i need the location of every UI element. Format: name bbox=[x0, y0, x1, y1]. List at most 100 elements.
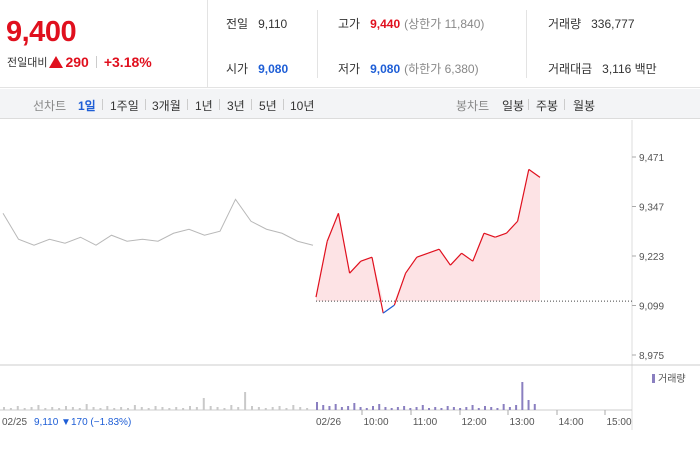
up-triangle-icon bbox=[49, 56, 64, 68]
tab-monthly-candle[interactable]: 월봉 bbox=[573, 99, 596, 113]
x-tick-label: 11:00 bbox=[413, 417, 438, 428]
stat-value: 9,110 bbox=[258, 17, 288, 31]
x-tick-label: 10:00 bbox=[363, 417, 388, 428]
volume-bar bbox=[278, 406, 281, 410]
stat-open: 시가 9,080 bbox=[226, 60, 288, 77]
lower-limit: (하한가 6,380) bbox=[404, 62, 479, 76]
stats-divider bbox=[526, 10, 527, 78]
volume-bar bbox=[415, 407, 418, 410]
stat-value: 3,116 백만 bbox=[602, 62, 657, 76]
tab-1day[interactable]: 1일 bbox=[78, 99, 96, 113]
volume-bar bbox=[496, 408, 499, 410]
change-value: 290 bbox=[65, 54, 89, 70]
tab-divider bbox=[145, 99, 146, 110]
volume-bar bbox=[58, 408, 61, 410]
tab-divider bbox=[219, 99, 220, 110]
upper-limit: (상한가 11,840) bbox=[404, 17, 485, 31]
line-chart-label: 선차트 bbox=[33, 99, 67, 113]
volume-bar bbox=[502, 404, 505, 410]
volume-bar bbox=[378, 404, 381, 410]
tab-divider bbox=[564, 99, 565, 110]
volume-bar bbox=[23, 408, 26, 410]
stat-label: 거래대금 bbox=[548, 62, 593, 76]
stat-prev-close: 전일 9,110 bbox=[226, 15, 287, 32]
volume-bar bbox=[292, 405, 295, 410]
volume-bar bbox=[78, 408, 81, 410]
volume-bar bbox=[257, 407, 260, 410]
y-tick-label: 9,099 bbox=[639, 302, 664, 313]
tab-weekly-candle[interactable]: 주봉 bbox=[536, 99, 559, 113]
volume-bar bbox=[428, 408, 430, 410]
today-area-fill bbox=[316, 169, 540, 302]
y-tick-label: 8,975 bbox=[639, 351, 664, 362]
prev-date-label: 02/25 bbox=[2, 417, 27, 428]
change-label: 전일대비 bbox=[7, 57, 48, 69]
volume-bar bbox=[251, 406, 253, 410]
today-line-segment bbox=[349, 260, 362, 274]
volume-pane: 거래량 bbox=[3, 373, 686, 410]
volume-bar bbox=[403, 406, 406, 410]
tab-1week[interactable]: 1주일 bbox=[110, 99, 139, 113]
stat-amount: 거래대금 3,116 백만 bbox=[548, 60, 657, 77]
volume-bar bbox=[465, 407, 468, 410]
current-price: 9,400 bbox=[6, 16, 77, 48]
volume-bar bbox=[37, 405, 40, 410]
stat-volume: 거래량 336,777 bbox=[548, 15, 635, 32]
volume-bar bbox=[533, 404, 536, 410]
today-line-segment bbox=[371, 257, 384, 314]
volume-bar bbox=[490, 407, 493, 410]
volume-bar bbox=[322, 405, 325, 410]
today-line-segment bbox=[505, 220, 519, 234]
volume-bar bbox=[306, 408, 309, 410]
volume-bar bbox=[359, 407, 362, 410]
x-axis: 02/25 9,110 ▼170 (−1.83%) 02/26 10:00 11:00 1… bbox=[2, 410, 632, 428]
tab-daily-candle[interactable]: 일봉 bbox=[502, 99, 525, 113]
volume-bar bbox=[285, 408, 288, 410]
stat-label: 전일 bbox=[226, 17, 249, 31]
volume-bar bbox=[434, 407, 437, 410]
price-chart[interactable]: 9,471 9,347 9,223 9,099 8,975 거래량 02/25 9,110… bbox=[0, 120, 700, 450]
volume-bar bbox=[440, 408, 443, 410]
volume-bar bbox=[230, 405, 233, 410]
volume-bar bbox=[154, 406, 157, 410]
tab-divider bbox=[102, 99, 103, 110]
volume-bar bbox=[127, 408, 129, 410]
today-line-segment bbox=[517, 169, 530, 222]
price-box: 9,400 전일대비 290 +3.18% bbox=[0, 0, 208, 88]
volume-bar bbox=[396, 407, 399, 410]
volume-bar bbox=[51, 407, 54, 410]
x-tick-label: 14:00 bbox=[558, 417, 583, 428]
tab-divider bbox=[283, 99, 284, 110]
volume-bar bbox=[264, 408, 267, 410]
volume-bar bbox=[390, 408, 393, 410]
volume-legend-swatch bbox=[652, 374, 655, 383]
tab-10year[interactable]: 10년 bbox=[290, 99, 315, 113]
volume-bar bbox=[175, 407, 178, 410]
today-line-segment bbox=[461, 252, 474, 262]
y-axis: 9,471 9,347 9,223 9,099 8,975 bbox=[632, 153, 664, 362]
y-tick-label: 9,223 bbox=[639, 252, 664, 263]
tab-3month[interactable]: 3개월 bbox=[152, 99, 181, 113]
tab-1year[interactable]: 1년 bbox=[195, 99, 213, 113]
stats-divider bbox=[317, 10, 318, 78]
prev-close-info: 9,110 ▼170 (−1.83%) bbox=[34, 417, 131, 428]
x-tick-label: 13:00 bbox=[509, 417, 534, 428]
stat-label: 고가 bbox=[338, 17, 361, 31]
volume-bar bbox=[471, 405, 474, 410]
today-line-segment bbox=[416, 252, 429, 258]
volume-bar bbox=[168, 408, 171, 410]
tab-3year[interactable]: 3년 bbox=[227, 99, 245, 113]
today-line-segment bbox=[449, 252, 463, 266]
tab-5year[interactable]: 5년 bbox=[259, 99, 277, 113]
volume-bar bbox=[44, 408, 47, 410]
volume-bar bbox=[384, 407, 387, 410]
today-line-segment bbox=[393, 272, 407, 306]
change-divider bbox=[95, 56, 97, 68]
volume-legend-label: 거래량 bbox=[658, 373, 686, 385]
volume-bar bbox=[216, 407, 219, 410]
volume-bar bbox=[99, 408, 102, 410]
volume-bar bbox=[182, 408, 185, 410]
volume-bar bbox=[527, 400, 530, 410]
change-percent: +3.18% bbox=[103, 54, 152, 70]
today-line-segment bbox=[382, 304, 395, 314]
